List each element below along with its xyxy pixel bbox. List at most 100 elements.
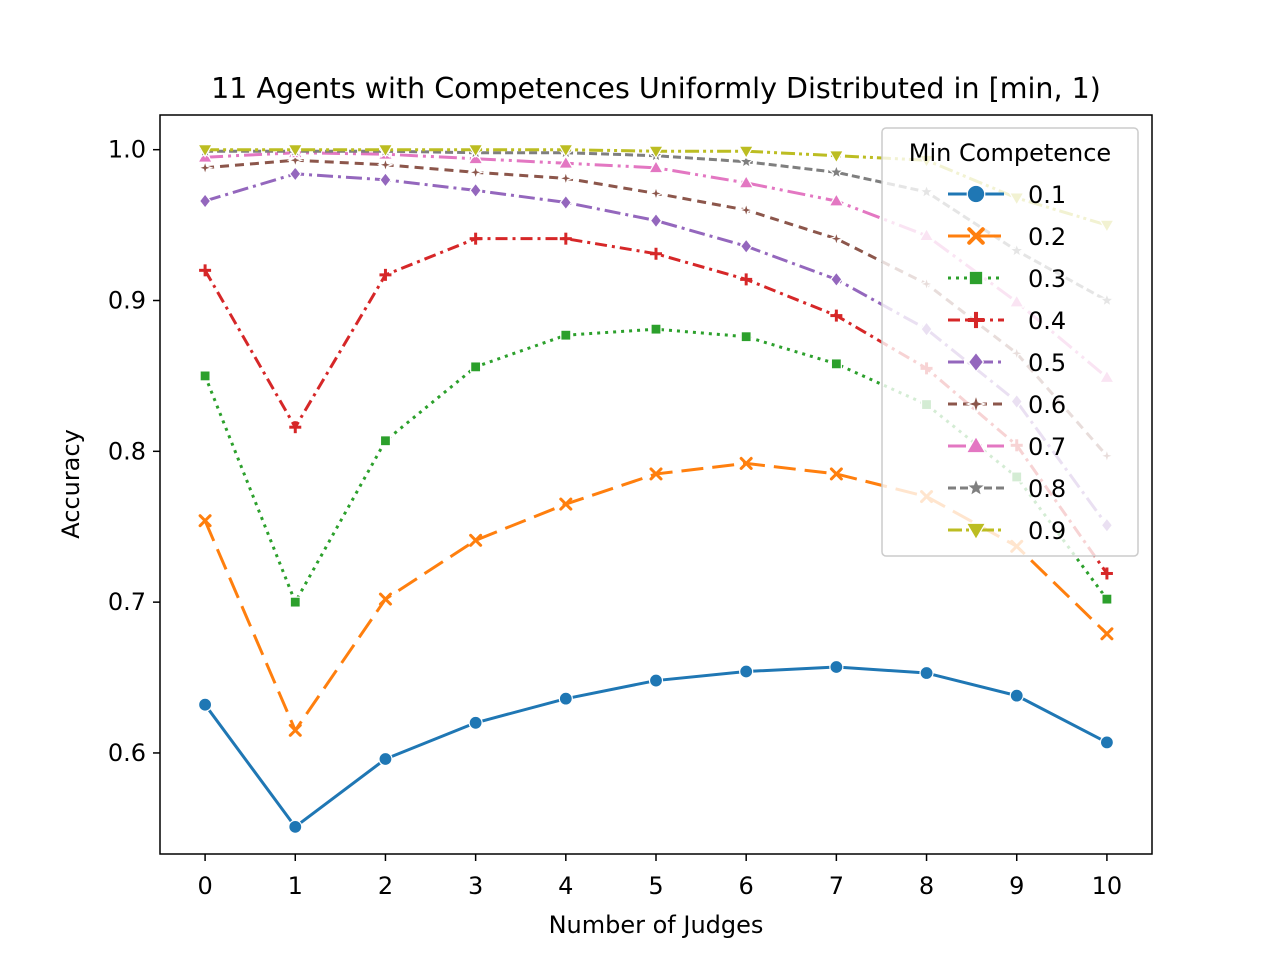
data-point [828, 150, 845, 164]
legend-label: 0.4 [1028, 307, 1066, 335]
legend-marker [967, 227, 985, 245]
data-point [469, 182, 482, 199]
data-point [560, 329, 572, 341]
marker-stroke [739, 456, 753, 470]
legend-label: 0.1 [1028, 181, 1066, 209]
legend-entry-0.2: 0.2 [948, 223, 1066, 251]
legend-box [881, 127, 1139, 557]
data-point [828, 192, 845, 207]
data-point [737, 201, 755, 219]
x-tick-label: 1 [288, 872, 303, 900]
x-tick-label: 3 [468, 872, 483, 900]
data-point [740, 273, 753, 286]
data-point [559, 194, 573, 211]
chart-title: 11 Agents with Competences Uniformly Dis… [211, 72, 1101, 105]
legend-title: Min Competence [909, 139, 1111, 167]
data-point [738, 174, 755, 189]
legend-marker [965, 476, 987, 498]
series-0.1 [197, 659, 1115, 834]
series-layer [196, 142, 1116, 834]
data-point [738, 145, 755, 160]
legend-entry-0.8: 0.8 [948, 475, 1066, 503]
y-tick-label: 0.9 [108, 287, 146, 315]
x-tick-label: 2 [378, 872, 393, 900]
x-tick-label: 5 [648, 872, 663, 900]
data-point [199, 370, 211, 382]
legend-entry-0.1: 0.1 [948, 181, 1066, 209]
marker-stroke [649, 467, 663, 481]
data-point [828, 163, 845, 180]
data-point [647, 184, 665, 202]
x-tick-label: 7 [829, 872, 844, 900]
y-axis-label: Accuracy [57, 429, 85, 539]
data-point [740, 331, 752, 343]
legend: Min Competence 0.10.20.30.40.50.60.70.80… [881, 127, 1139, 557]
y-tick-label: 0.6 [108, 739, 146, 767]
data-point [647, 159, 665, 174]
data-point [470, 361, 482, 373]
data-point [197, 697, 213, 712]
data-point [198, 192, 212, 209]
data-point [1100, 567, 1113, 580]
legend-marker [968, 270, 984, 286]
legend-label: 0.8 [1028, 475, 1066, 503]
data-point [650, 247, 662, 260]
legend-marker [965, 435, 987, 454]
data-point [829, 659, 844, 675]
marker-stroke [198, 514, 212, 528]
legend-entry-0.7: 0.7 [948, 433, 1066, 461]
data-point [289, 596, 301, 608]
data-point [376, 156, 394, 174]
marker-stroke [829, 467, 843, 481]
y-axis: 0.6 0.7 0.8 0.9 1.0 [108, 136, 160, 767]
x-tick-label: 6 [739, 872, 754, 900]
legend-marker [967, 311, 985, 329]
data-point [286, 151, 304, 169]
x-axis-label: Number of Judges [549, 911, 764, 939]
x-tick-label: 8 [919, 872, 934, 900]
data-point [830, 271, 843, 288]
data-point [199, 264, 212, 277]
legend-label: 0.7 [1028, 433, 1066, 461]
data-point [557, 155, 574, 169]
legend-marker [965, 522, 987, 541]
data-point [289, 165, 302, 182]
marker-stroke [559, 497, 573, 511]
legend-label: 0.6 [1028, 391, 1066, 419]
data-point [739, 664, 754, 679]
data-point [559, 497, 573, 511]
legend-entries: 0.1 0.2 0.3 0.4 0.5 0.6 0.7 0.8 0.9 [948, 181, 1066, 545]
marker-stroke [1100, 627, 1114, 641]
legend-entry-0.9: 0.9 [948, 517, 1066, 545]
data-point [650, 323, 662, 335]
data-point [1009, 688, 1024, 703]
series-line [205, 151, 1108, 379]
data-point [648, 673, 664, 688]
legend-label: 0.5 [1028, 349, 1066, 377]
marker-stroke [469, 533, 483, 547]
x-tick-label: 4 [558, 872, 573, 900]
data-point [830, 358, 842, 370]
data-point [197, 144, 214, 158]
marker-stroke [967, 227, 985, 245]
marker-stroke [378, 592, 392, 606]
y-tick-label: 0.7 [108, 588, 146, 616]
legend-marker [966, 184, 986, 204]
legend-entry-0.5: 0.5 [948, 349, 1066, 377]
data-point [558, 691, 573, 706]
data-point [557, 169, 575, 187]
data-point [379, 268, 392, 281]
series-line [203, 665, 1108, 829]
data-point [469, 533, 483, 547]
data-point [467, 144, 484, 158]
data-point [379, 435, 392, 447]
legend-marker [967, 351, 985, 373]
legend-entry-0.3: 0.3 [948, 265, 1066, 293]
data-point [198, 514, 212, 528]
data-point [288, 723, 302, 737]
legend-marker [965, 393, 987, 415]
marker-stroke [288, 723, 302, 737]
data-point [830, 309, 843, 322]
y-tick-label: 0.8 [108, 437, 146, 465]
legend-entry-0.6: 0.6 [948, 391, 1066, 419]
